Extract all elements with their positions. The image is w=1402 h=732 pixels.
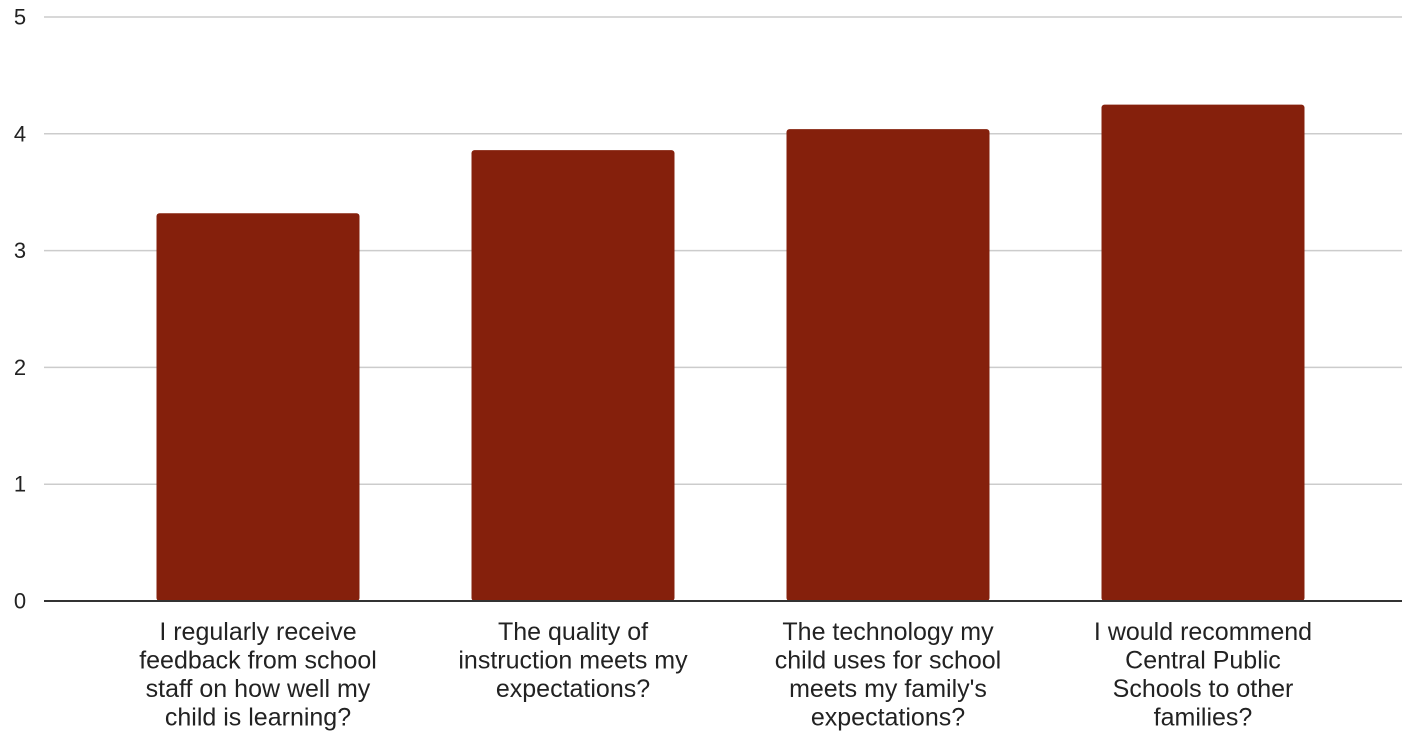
y-tick-label: 2 <box>14 355 26 380</box>
x-category-label: The technology my <box>782 618 994 646</box>
x-category-label: The quality of <box>498 618 648 646</box>
x-category-label: Central Public <box>1125 647 1281 675</box>
x-category-label: I would recommend <box>1094 618 1312 646</box>
x-category-label: feedback from school <box>139 647 377 675</box>
bars <box>156 104 1305 602</box>
x-category-label: child is learning? <box>165 704 351 732</box>
x-category-label: families? <box>1154 704 1253 732</box>
y-axis-ticks: 0 1 2 3 4 5 <box>14 5 26 614</box>
x-category-label: Schools to other <box>1113 675 1294 703</box>
bar <box>471 150 675 602</box>
bar <box>786 129 990 602</box>
y-tick-label: 4 <box>14 121 26 146</box>
bar <box>156 213 360 601</box>
y-tick-label: 0 <box>14 589 26 614</box>
x-category-label: expectations? <box>811 704 965 732</box>
bar <box>1101 104 1305 601</box>
y-tick-label: 5 <box>14 5 26 30</box>
x-category-label: expectations? <box>496 675 650 703</box>
y-tick-label: 3 <box>14 238 26 263</box>
y-tick-label: 1 <box>14 472 26 497</box>
x-category-label: I regularly receive <box>159 618 356 646</box>
x-category-label: child uses for school <box>775 647 1002 675</box>
x-category-label: instruction meets my <box>458 647 688 675</box>
x-category-label: meets my family's <box>789 675 987 703</box>
x-category-label: staff on how well my <box>146 675 371 703</box>
